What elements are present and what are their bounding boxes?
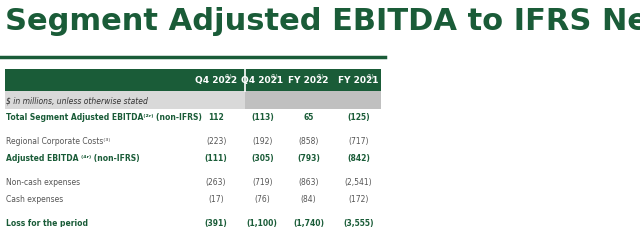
Text: (858): (858) xyxy=(298,137,319,146)
Text: (793): (793) xyxy=(297,153,320,162)
Text: (305): (305) xyxy=(251,153,273,162)
Text: Regional Corporate Costs⁽³⁾: Regional Corporate Costs⁽³⁾ xyxy=(6,137,111,146)
Text: (3,555): (3,555) xyxy=(343,218,374,227)
Text: Q4 2022: Q4 2022 xyxy=(195,76,237,85)
Text: (1): (1) xyxy=(225,73,232,78)
Text: (1): (1) xyxy=(271,73,278,78)
Text: (223): (223) xyxy=(206,137,227,146)
Text: (113): (113) xyxy=(251,113,274,122)
Text: (84): (84) xyxy=(301,194,316,203)
Text: Loss for the period: Loss for the period xyxy=(6,218,88,227)
Text: Total Segment Adjusted EBITDA⁽²ʳ⁾ (non-IFRS): Total Segment Adjusted EBITDA⁽²ʳ⁾ (non-I… xyxy=(6,113,202,122)
Text: FY 2022: FY 2022 xyxy=(288,76,329,85)
Text: (76): (76) xyxy=(254,194,270,203)
Text: (172): (172) xyxy=(348,194,369,203)
Text: 65: 65 xyxy=(303,113,314,122)
Text: Q4 2021: Q4 2021 xyxy=(241,76,284,85)
Text: (719): (719) xyxy=(252,177,273,186)
Text: Segment Adjusted EBITDA to IFRS Net Loss: Segment Adjusted EBITDA to IFRS Net Loss xyxy=(4,7,640,36)
Text: Adjusted EBITDA ⁽⁴ʳ⁾ (non-IFRS): Adjusted EBITDA ⁽⁴ʳ⁾ (non-IFRS) xyxy=(6,153,140,162)
Text: (391): (391) xyxy=(205,218,227,227)
FancyBboxPatch shape xyxy=(4,91,245,109)
Text: (2,541): (2,541) xyxy=(344,177,372,186)
Text: (192): (192) xyxy=(252,137,273,146)
Text: (863): (863) xyxy=(298,177,319,186)
Text: (263): (263) xyxy=(206,177,227,186)
Text: Cash expenses: Cash expenses xyxy=(6,194,64,203)
Text: (111): (111) xyxy=(205,153,227,162)
Text: (1,740): (1,740) xyxy=(293,218,324,227)
Text: (17): (17) xyxy=(208,194,224,203)
Text: (125): (125) xyxy=(347,113,370,122)
Text: 112: 112 xyxy=(208,113,224,122)
Text: FY 2021: FY 2021 xyxy=(338,76,379,85)
Text: (1,100): (1,100) xyxy=(247,218,278,227)
FancyBboxPatch shape xyxy=(4,70,381,91)
Text: Non-cash expenses: Non-cash expenses xyxy=(6,177,81,186)
Text: $ in millions, unless otherwise stated: $ in millions, unless otherwise stated xyxy=(6,96,148,105)
Text: (1): (1) xyxy=(367,73,374,78)
Text: (717): (717) xyxy=(348,137,369,146)
FancyBboxPatch shape xyxy=(245,91,381,109)
Text: (842): (842) xyxy=(347,153,370,162)
Text: (1): (1) xyxy=(317,73,324,78)
